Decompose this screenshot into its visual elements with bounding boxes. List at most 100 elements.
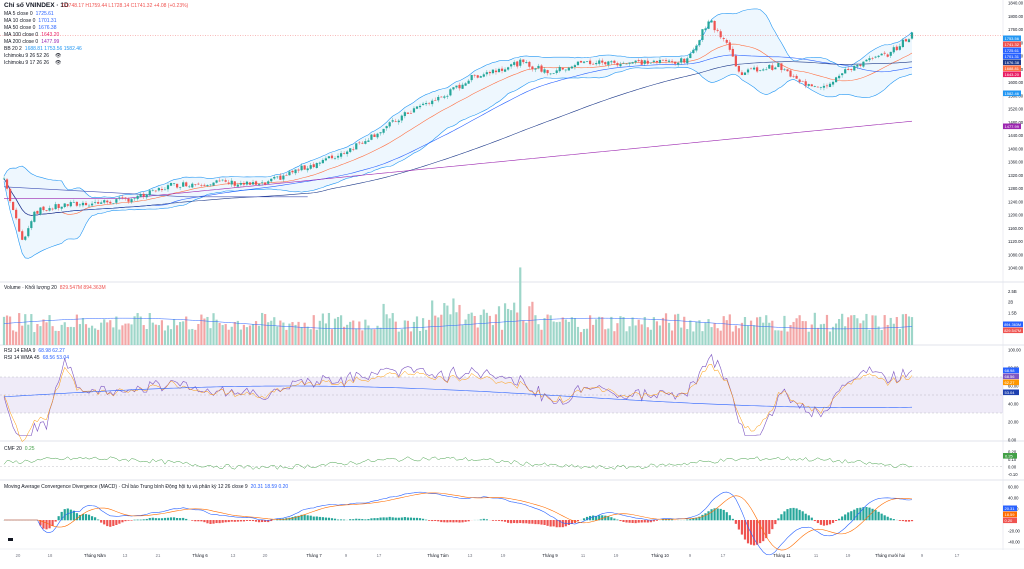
macd-histogram-bar[interactable] [625,520,627,522]
macd-histogram-bar[interactable] [51,520,53,526]
macd-histogram-bar[interactable] [137,520,139,521]
candle-body[interactable] [334,158,336,159]
macd-histogram-bar[interactable] [519,520,521,523]
volume-bar[interactable] [146,329,148,345]
volume-bar[interactable] [322,314,324,345]
candle-body[interactable] [586,61,588,62]
macd-histogram-bar[interactable] [291,517,293,520]
candle-body[interactable] [546,70,548,73]
volume-bar[interactable] [179,322,181,345]
macd-histogram-bar[interactable] [562,520,564,527]
volume-bar[interactable] [152,323,154,345]
volume-bar[interactable] [452,298,454,345]
macd-histogram-bar[interactable] [468,520,470,521]
macd-histogram-bar[interactable] [231,520,233,522]
macd-histogram-bar[interactable] [480,519,482,520]
macd-histogram-bar[interactable] [340,519,342,520]
candle-body[interactable] [9,189,11,201]
candle-body[interactable] [628,63,630,64]
volume-bar[interactable] [79,324,81,345]
volume-bar[interactable] [881,330,883,345]
macd-histogram-bar[interactable] [735,520,737,524]
volume-bar[interactable] [808,332,810,345]
volume-bar[interactable] [695,322,697,345]
macd-histogram-bar[interactable] [510,520,512,523]
volume-bar[interactable] [868,330,870,345]
candle-body[interactable] [449,89,451,95]
volume-bar[interactable] [209,328,211,345]
volume-bar[interactable] [792,322,794,345]
candle-body[interactable] [249,182,251,184]
volume-bar[interactable] [334,319,336,345]
macd-histogram-bar[interactable] [628,520,630,523]
volume-bar[interactable] [88,328,90,345]
macd-histogram-bar[interactable] [610,517,612,520]
macd-histogram-bar[interactable] [738,520,740,530]
volume-bar[interactable] [513,303,515,345]
volume-bar[interactable] [425,330,427,345]
volume-bar[interactable] [832,327,834,345]
macd-histogram-bar[interactable] [97,519,99,520]
candle-body[interactable] [97,202,99,204]
macd-histogram-bar[interactable] [887,517,889,521]
macd-histogram-bar[interactable] [386,517,388,520]
volume-bar[interactable] [540,330,542,345]
volume-bar[interactable] [647,327,649,345]
candle-body[interactable] [331,156,333,159]
macd-histogram-bar[interactable] [877,512,879,520]
macd-histogram-bar[interactable] [158,518,160,520]
volume-bar[interactable] [337,317,339,345]
candle-body[interactable] [783,69,785,70]
candle-body[interactable] [504,69,506,71]
macd-histogram-bar[interactable] [771,520,773,529]
macd-histogram-bar[interactable] [613,519,615,521]
candle-body[interactable] [732,49,734,57]
volume-bar[interactable] [568,322,570,345]
candle-body[interactable] [877,56,879,57]
macd-histogram-bar[interactable] [194,520,196,521]
volume-bar[interactable] [884,315,886,345]
macd-histogram-bar[interactable] [155,518,157,520]
candle-body[interactable] [753,68,755,70]
volume-bar[interactable] [176,325,178,345]
candle-body[interactable] [665,60,667,61]
candle-body[interactable] [881,54,883,56]
volume-bar[interactable] [474,316,476,345]
macd-histogram-bar[interactable] [219,520,221,523]
volume-bar[interactable] [352,321,354,345]
volume-bar[interactable] [553,322,555,345]
volume-bar[interactable] [732,332,734,345]
candle-body[interactable] [598,60,600,63]
macd-histogram-bar[interactable] [143,519,145,520]
candle-body[interactable] [799,80,801,82]
macd-histogram-bar[interactable] [656,520,658,521]
macd-histogram-bar[interactable] [753,520,755,545]
candle-body[interactable] [565,70,567,71]
macd-histogram-bar[interactable] [367,519,369,520]
volume-bar[interactable] [301,327,303,345]
macd-histogram-bar[interactable] [100,520,102,523]
candle-body[interactable] [21,231,23,240]
macd-histogram-bar[interactable] [325,518,327,521]
macd-histogram-bar[interactable] [455,520,457,522]
candle-body[interactable] [55,204,57,209]
volume-bar[interactable] [477,327,479,345]
candle-body[interactable] [431,101,433,104]
volume-bar[interactable] [115,317,117,345]
candle-body[interactable] [832,82,834,85]
candle-body[interactable] [240,183,242,185]
macd-histogram-bar[interactable] [635,520,637,523]
volume-bar[interactable] [908,316,910,345]
volume-bar[interactable] [240,330,242,345]
candle-body[interactable] [437,97,439,100]
macd-histogram-bar[interactable] [352,519,354,520]
candle-body[interactable] [58,204,60,208]
volume-bar[interactable] [331,329,333,345]
volume-bar[interactable] [100,323,102,345]
macd-histogram-bar[interactable] [294,516,296,520]
macd-histogram-bar[interactable] [641,520,643,523]
macd-histogram-bar[interactable] [461,520,463,522]
candle-body[interactable] [638,60,640,61]
